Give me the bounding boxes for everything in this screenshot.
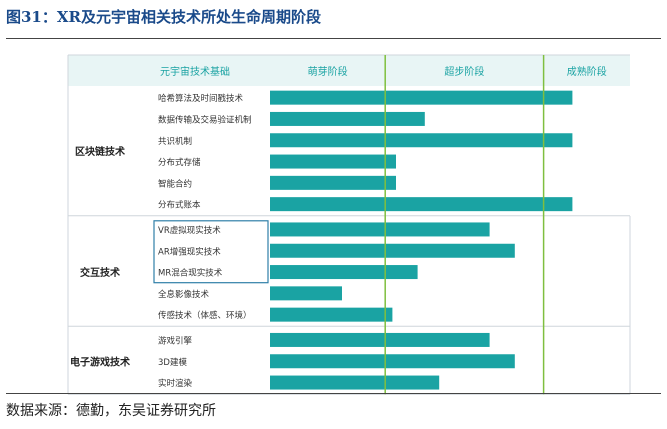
xr-highlight-box	[153, 220, 269, 284]
bar	[270, 243, 515, 258]
bar	[270, 307, 393, 322]
header-phase-label: 超步阶段	[444, 65, 484, 78]
header-category-label: 元宇宙技术基础	[160, 65, 230, 78]
item-label: AR增强现实技术	[158, 246, 221, 257]
item-label: 分布式存储	[158, 157, 201, 168]
header-band	[68, 55, 630, 86]
bar	[270, 286, 342, 301]
source-note: 数据来源：德勤，东吴证券研究所	[6, 403, 216, 419]
source-rule	[6, 393, 661, 394]
item-label: 游戏引擎	[158, 335, 193, 346]
item-label: 传感技术（体感、环境）	[158, 310, 252, 321]
bar	[270, 197, 573, 212]
bar	[270, 332, 490, 347]
bar	[270, 111, 425, 126]
bar	[270, 175, 396, 190]
item-label: 数据传输及交易验证机制	[158, 114, 252, 125]
header-phase-label: 萌芽阶段	[308, 65, 348, 78]
bar	[270, 265, 418, 280]
bar	[270, 154, 396, 169]
item-label: MR混合现实技术	[158, 268, 223, 279]
group-label: 交互技术	[80, 266, 120, 279]
bar	[270, 375, 440, 390]
group-label: 区块链技术	[75, 145, 125, 158]
item-label: VR虚拟现实技术	[158, 225, 221, 236]
bar	[270, 354, 515, 369]
group-label: 电子游戏技术	[70, 355, 130, 368]
bar	[270, 222, 490, 237]
item-label: 实时渲染	[158, 378, 193, 389]
figure-title: 图31：XR及元宇宙相关技术所处生命周期阶段	[6, 8, 321, 26]
item-label: 智能合约	[158, 178, 192, 189]
bar	[270, 133, 573, 148]
item-label: 分布式账本	[158, 200, 201, 211]
bar	[270, 90, 573, 105]
title-rule	[6, 38, 661, 39]
item-label: 3D建模	[158, 357, 187, 368]
header-phase-label: 成熟阶段	[567, 65, 607, 78]
item-label: 全息影像技术	[158, 289, 210, 300]
item-label: 共识机制	[158, 136, 192, 147]
item-label: 哈希算法及时间戳技术	[158, 93, 244, 104]
